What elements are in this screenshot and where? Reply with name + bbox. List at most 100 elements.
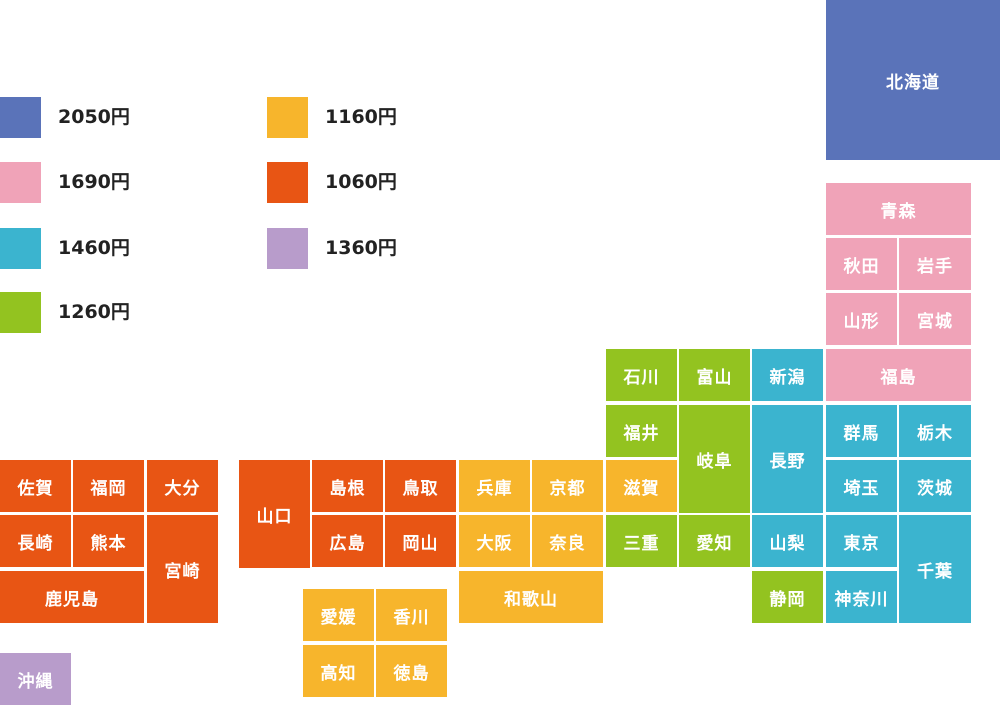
prefecture-name: 宮崎 xyxy=(164,561,201,582)
prefecture-tile: 愛媛 xyxy=(303,589,374,641)
prefecture-name: 香川 xyxy=(393,607,430,628)
legend-swatch xyxy=(0,228,41,269)
legend-swatch xyxy=(267,97,308,138)
prefecture-tile: 静岡 xyxy=(752,571,823,623)
prefecture-name: 宮城 xyxy=(917,311,953,332)
prefecture-name: 秋田 xyxy=(843,256,880,277)
prefecture-name: 鹿児島 xyxy=(45,589,99,610)
prefecture-name: 東京 xyxy=(843,533,880,554)
prefecture-tile: 島根 xyxy=(312,460,383,512)
prefecture-tile: 北海道 xyxy=(826,0,1000,160)
prefecture-name: 岐阜 xyxy=(696,451,733,472)
prefecture-name: 愛知 xyxy=(696,533,733,554)
prefecture-tile: 奈良 xyxy=(532,515,603,567)
prefecture-tile: 愛知 xyxy=(679,515,750,567)
prefecture-tile: 佐賀 xyxy=(0,460,71,512)
prefecture-tile: 千葉 xyxy=(899,515,971,623)
prefecture-tile: 大阪 xyxy=(459,515,530,567)
prefecture-tile: 山口 xyxy=(239,460,310,568)
prefecture-name: 山口 xyxy=(256,506,293,527)
prefecture-name: 長崎 xyxy=(17,533,54,554)
prefecture-tile: 高知 xyxy=(303,645,374,697)
prefecture-name: 福島 xyxy=(880,367,917,388)
prefecture-name: 富山 xyxy=(696,367,733,388)
prefecture-name: 奈良 xyxy=(549,533,586,554)
prefecture-name: 青森 xyxy=(880,201,917,222)
prefecture-tile: 埼玉 xyxy=(826,460,897,512)
prefecture-name: 千葉 xyxy=(917,561,953,582)
prefecture-tile: 広島 xyxy=(312,515,383,567)
prefecture-name: 京都 xyxy=(549,478,586,499)
prefecture-tile: 神奈川 xyxy=(826,571,897,623)
legend-label: 1160円 xyxy=(325,106,397,128)
prefecture-tile: 滋賀 xyxy=(606,460,677,512)
prefecture-name: 栃木 xyxy=(917,423,953,444)
prefecture-tile: 福島 xyxy=(826,349,971,401)
legend-label: 1690円 xyxy=(58,171,130,193)
prefecture-tile: 宮城 xyxy=(899,293,971,345)
legend-swatch xyxy=(267,162,308,203)
prefecture-tile: 香川 xyxy=(376,589,447,641)
legend-swatch xyxy=(0,292,41,333)
prefecture-tile: 栃木 xyxy=(899,405,971,457)
prefecture-name: 石川 xyxy=(623,367,660,388)
prefecture-name: 大阪 xyxy=(476,533,513,554)
prefecture-tile: 山梨 xyxy=(752,515,823,567)
prefecture-tile: 富山 xyxy=(679,349,750,401)
prefecture-name: 埼玉 xyxy=(843,478,880,499)
prefecture-tile: 青森 xyxy=(826,183,971,235)
prefecture-name: 佐賀 xyxy=(17,478,54,499)
legend-swatch xyxy=(0,162,41,203)
prefecture-name: 鳥取 xyxy=(402,478,439,499)
prefecture-name: 熊本 xyxy=(90,533,127,554)
prefecture-tile: 岐阜 xyxy=(679,405,750,513)
prefecture-name: 岩手 xyxy=(917,256,953,277)
prefecture-name: 大分 xyxy=(164,478,201,499)
prefecture-tile: 宮崎 xyxy=(147,515,218,623)
prefecture-tile: 岩手 xyxy=(899,238,971,290)
prefecture-name: 三重 xyxy=(623,533,660,554)
prefecture-name: 神奈川 xyxy=(834,589,889,610)
prefecture-name: 滋賀 xyxy=(623,478,660,499)
prefecture-name: 茨城 xyxy=(917,478,953,499)
prefecture-tile: 長野 xyxy=(752,405,823,513)
prefecture-tile: 群馬 xyxy=(826,405,897,457)
legend-label: 2050円 xyxy=(58,106,130,128)
prefecture-tile: 兵庫 xyxy=(459,460,530,512)
prefecture-name: 徳島 xyxy=(393,663,430,684)
prefecture-name: 福井 xyxy=(623,423,660,444)
prefecture-name: 北海道 xyxy=(886,72,940,93)
prefecture-tile: 長崎 xyxy=(0,515,71,567)
prefecture-name: 群馬 xyxy=(843,423,880,444)
prefecture-tile: 和歌山 xyxy=(459,571,603,623)
prefecture-tile: 沖縄 xyxy=(0,653,71,705)
legend-label: 1360円 xyxy=(325,237,397,259)
prefecture-tile: 山形 xyxy=(826,293,897,345)
prefecture-tile: 福岡 xyxy=(73,460,144,512)
prefecture-name: 岡山 xyxy=(402,533,439,554)
prefecture-name: 新潟 xyxy=(769,367,806,388)
prefecture-tile: 茨城 xyxy=(899,460,971,512)
legend-label: 1060円 xyxy=(325,171,397,193)
prefecture-tile: 大分 xyxy=(147,460,218,512)
legend-label: 1260円 xyxy=(58,301,130,323)
prefecture-name: 福岡 xyxy=(90,478,127,499)
prefecture-tile: 秋田 xyxy=(826,238,897,290)
prefecture-name: 愛媛 xyxy=(320,607,357,628)
prefecture-name: 長野 xyxy=(769,451,806,472)
prefecture-tile: 熊本 xyxy=(73,515,144,567)
prefecture-tile: 岡山 xyxy=(385,515,456,567)
legend-swatch xyxy=(0,97,41,138)
prefecture-tile: 徳島 xyxy=(376,645,447,697)
prefecture-tile: 京都 xyxy=(532,460,603,512)
prefecture-tile: 東京 xyxy=(826,515,897,567)
prefecture-tile: 福井 xyxy=(606,405,677,457)
prefecture-tile: 三重 xyxy=(606,515,677,567)
prefecture-name: 和歌山 xyxy=(504,589,558,610)
prefecture-tile: 石川 xyxy=(606,349,677,401)
prefecture-tile: 鳥取 xyxy=(385,460,456,512)
prefecture-name: 沖縄 xyxy=(17,671,54,692)
prefecture-name: 広島 xyxy=(329,533,366,554)
legend-label: 1460円 xyxy=(58,237,130,259)
prefecture-name: 高知 xyxy=(320,663,357,684)
